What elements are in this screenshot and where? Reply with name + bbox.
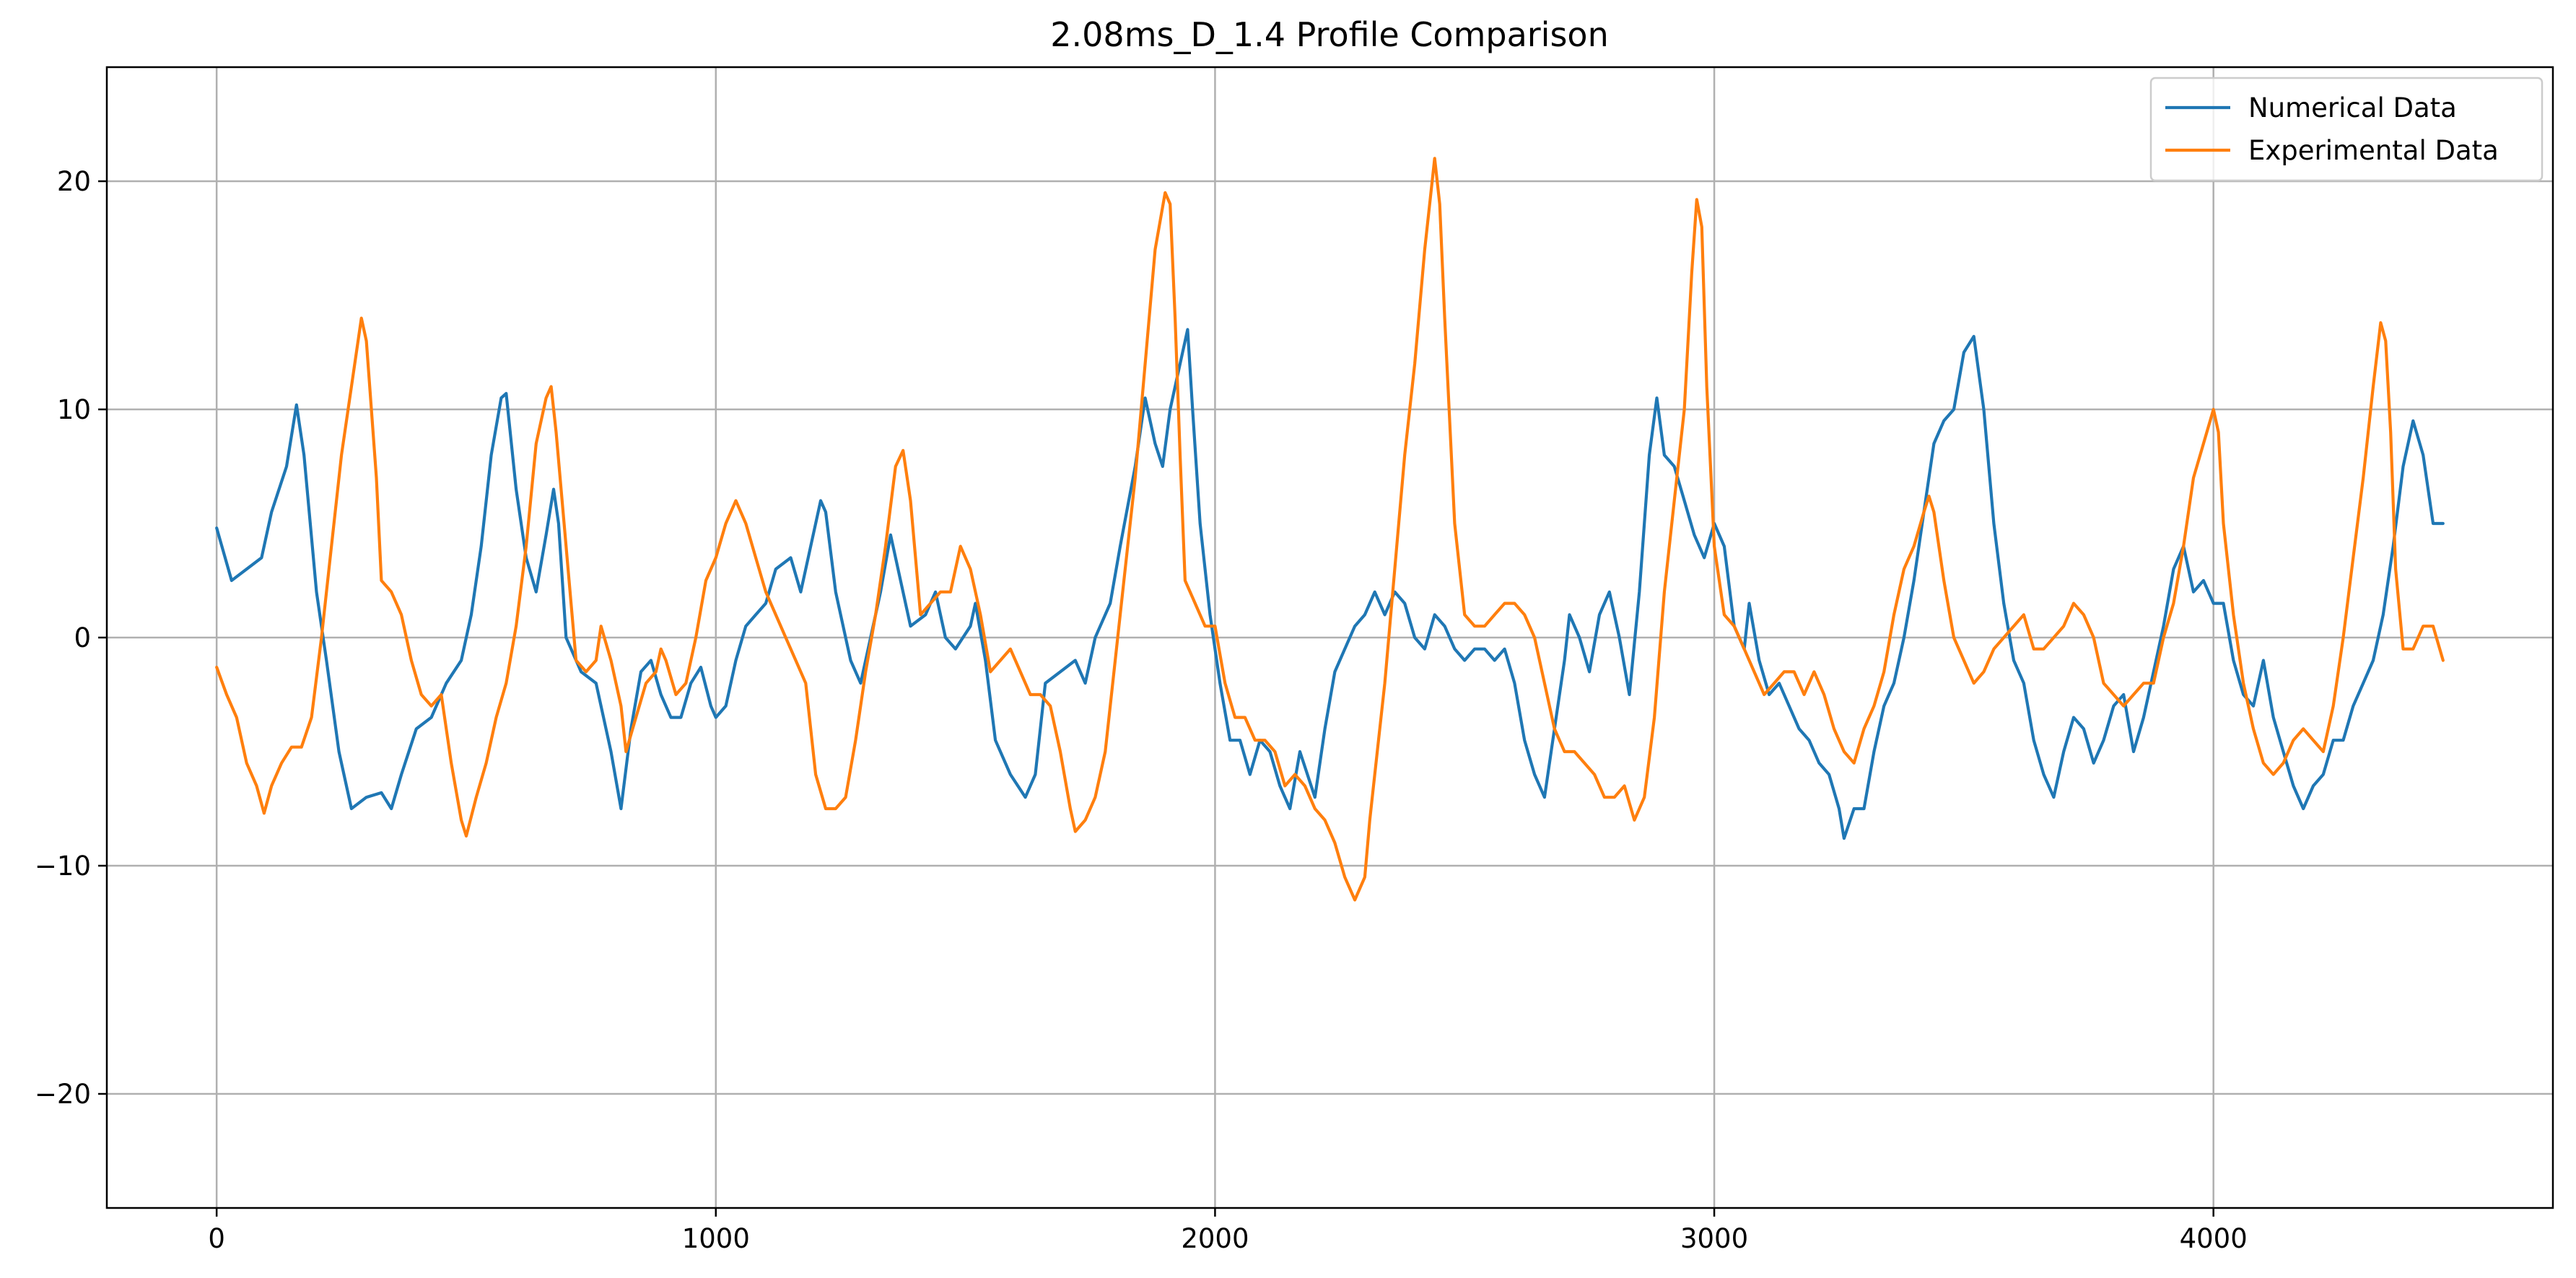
x-tick-label: 0 <box>208 1223 225 1254</box>
y-tick-label: 20 <box>57 166 91 197</box>
series-lines <box>215 157 2445 902</box>
x-tick-label: 4000 <box>2180 1223 2248 1254</box>
legend: Numerical Data Experimental Data <box>2149 77 2544 182</box>
chart-title: 2.08ms_D_1.4 Profile Comparison <box>1050 15 1608 54</box>
series-line-numerical <box>215 328 2445 840</box>
y-tick-label: −20 <box>35 1079 91 1110</box>
legend-box <box>2149 77 2544 182</box>
y-tick-label: 0 <box>74 622 91 653</box>
x-tick-label: 2000 <box>1181 1223 1249 1254</box>
legend-label-numerical: Numerical Data <box>2248 92 2457 123</box>
axis-ticks: 0 1000 2000 3000 4000 −20 −10 0 10 20 <box>35 166 2248 1254</box>
x-tick-label: 3000 <box>1680 1223 1748 1254</box>
y-tick-label: 10 <box>57 394 91 425</box>
series-line-experimental <box>215 157 2445 902</box>
x-tick-label: 1000 <box>682 1223 750 1254</box>
legend-label-experimental: Experimental Data <box>2248 135 2499 166</box>
y-tick-label: −10 <box>35 851 91 882</box>
grid-lines <box>107 67 2553 1208</box>
